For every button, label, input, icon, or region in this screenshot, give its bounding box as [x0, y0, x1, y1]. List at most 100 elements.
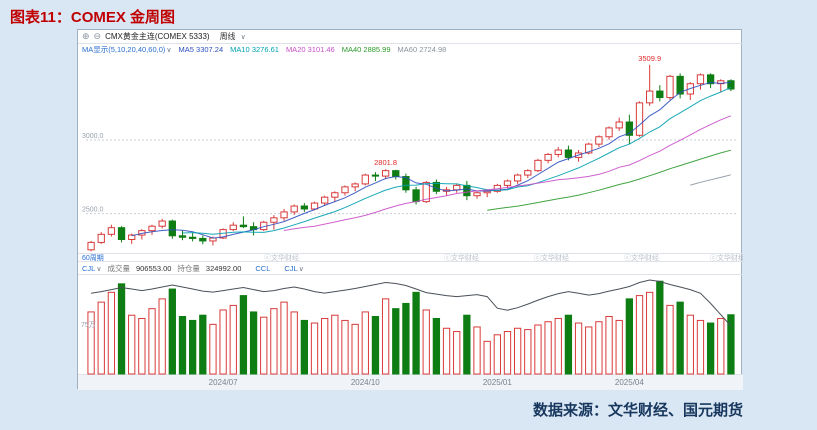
- ma-line-60: [690, 174, 732, 186]
- candle-body: [706, 74, 715, 85]
- candle-body: [635, 102, 644, 136]
- chevron-down-icon[interactable]: ∨: [298, 265, 304, 273]
- chart-header: ⊕ ⊖ CMX黄金主连(COMEX 5333) 周线 ∨: [78, 30, 741, 43]
- candlestick: [615, 117, 623, 131]
- ma-line-5: [131, 81, 731, 239]
- candle-body: [341, 186, 349, 194]
- watermark-text: ⓒ文华财经: [264, 253, 299, 262]
- candlestick: [635, 101, 644, 137]
- watermark-text: ⓒ文华财经: [534, 253, 569, 262]
- candlestick: [656, 85, 664, 102]
- candlestick: [158, 218, 166, 229]
- volume-bar: [463, 314, 471, 375]
- period-selector[interactable]: 周线: [219, 32, 236, 41]
- volume-bar: [117, 283, 126, 375]
- volume-bar: [422, 309, 430, 375]
- ma-legend-items: MA5 3307.24 MA10 3276.61 MA20 3101.46 MA40 …: [179, 45, 447, 54]
- candlestick: [686, 82, 694, 100]
- candlestick: [229, 222, 237, 232]
- candle-body: [402, 176, 410, 191]
- volume-bar: [107, 291, 116, 375]
- x-axis-strip: [78, 374, 743, 390]
- candlestick: [107, 224, 116, 237]
- volume-bar: [483, 340, 491, 375]
- candlestick: [310, 201, 319, 211]
- volume-bar: [219, 309, 227, 375]
- indicator-tab-ccl[interactable]: CCL: [255, 263, 271, 273]
- candle-body: [625, 121, 634, 136]
- volume-bar: [209, 323, 217, 375]
- candle-body: [321, 196, 329, 204]
- volume-bar: [249, 311, 258, 375]
- candle-body: [483, 190, 491, 194]
- candlestick: [585, 142, 593, 155]
- main-pane-period-label: 60周期: [82, 255, 104, 262]
- candlestick: [290, 204, 298, 215]
- candle-body: [188, 236, 197, 239]
- candlestick: [544, 152, 552, 164]
- volume-bar: [646, 291, 654, 375]
- volume-bar: [625, 298, 634, 375]
- candle-body: [371, 174, 380, 177]
- data-source-caption: 数据来源：文华财经、国元期货: [532, 402, 743, 419]
- volume-indicator-selector[interactable]: CJL∨: [82, 263, 102, 273]
- candle-body: [310, 202, 319, 210]
- volume-bar: [432, 317, 441, 375]
- candlestick: [300, 203, 309, 212]
- candlestick: [168, 219, 176, 239]
- chevron-down-icon[interactable]: ∨: [166, 47, 172, 54]
- candle-body: [270, 217, 278, 223]
- volume-bar: [138, 317, 146, 375]
- candle-body: [361, 174, 369, 185]
- volume-bar: [564, 314, 573, 375]
- watermark-text: ⓒ文华财经: [444, 253, 479, 262]
- candlestick: [239, 216, 248, 229]
- zoom-out-icon[interactable]: ⊖: [93, 31, 102, 41]
- volume-bar: [666, 304, 674, 375]
- ma-legend-item: MA5 3307.24: [178, 45, 224, 54]
- volume-bar: [717, 317, 725, 375]
- volume-bar: [260, 316, 268, 375]
- chevron-down-icon[interactable]: ∨: [96, 265, 102, 273]
- volume-bar: [97, 301, 105, 375]
- volume-bar: [361, 311, 369, 375]
- indicator-tab-cjl[interactable]: CJL∨: [284, 263, 304, 273]
- candlestick: [361, 173, 369, 186]
- candle-body: [87, 241, 95, 251]
- volume-bar: [188, 319, 197, 375]
- candlestick: [321, 195, 329, 207]
- candle-body: [534, 159, 542, 172]
- volume-scale-label: 75万: [81, 321, 96, 329]
- volume-bar: [412, 291, 420, 375]
- candlestick: [87, 240, 95, 252]
- ma-legend-row: MA显示(5,10,20,40,60,0)∨ MA5 3307.24 MA10 3…: [78, 43, 741, 56]
- volume-bar: [300, 319, 309, 375]
- volume-bar: [128, 314, 136, 375]
- candle-body: [351, 183, 359, 188]
- volume-bar: [676, 301, 684, 375]
- candlestick: [706, 73, 715, 89]
- ma-legend-item: MA60 2724.98: [397, 45, 447, 54]
- candle-body: [463, 184, 471, 197]
- price-annotation: 3509.9: [638, 54, 661, 63]
- chevron-down-icon[interactable]: ∨: [240, 33, 246, 41]
- candle-body: [239, 224, 248, 228]
- volume-bar: [696, 319, 705, 375]
- ma-settings-selector[interactable]: MA显示(5,10,20,40,60,0)∨: [82, 45, 172, 54]
- candlestick: [554, 147, 562, 158]
- volume-bar: [239, 295, 248, 375]
- volume-bar: [148, 308, 156, 375]
- candle-body: [229, 224, 237, 231]
- candlestick: [402, 173, 410, 193]
- volume-bar: [310, 322, 319, 375]
- candle-body: [503, 180, 512, 186]
- candle-body: [280, 211, 288, 219]
- zoom-in-icon[interactable]: ⊕: [82, 31, 90, 41]
- candlestick: [341, 185, 349, 196]
- candle-body: [117, 227, 126, 240]
- candlestick: [524, 169, 532, 179]
- candlestick: [97, 232, 105, 244]
- candlestick: [696, 73, 705, 90]
- volume-bar: [473, 326, 481, 375]
- open-interest-label: 持仓量: [177, 263, 200, 273]
